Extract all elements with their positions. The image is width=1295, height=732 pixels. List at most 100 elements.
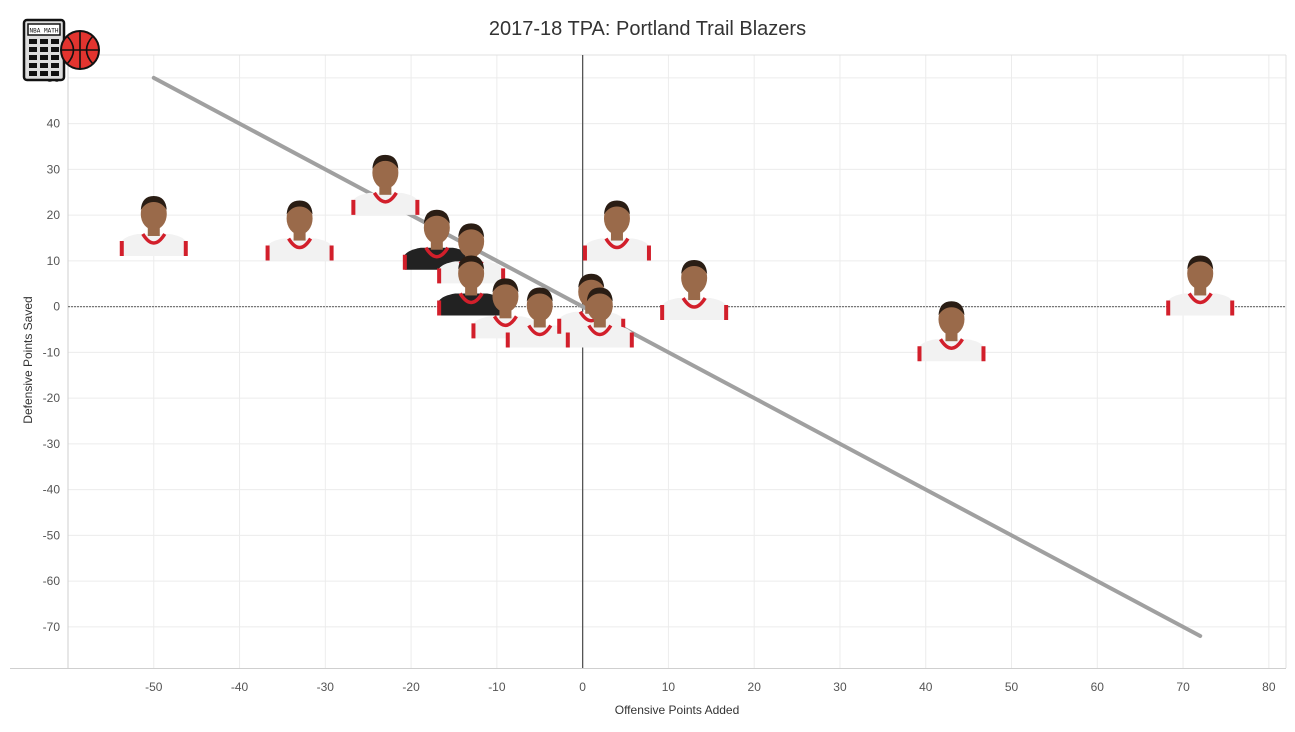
jersey-shape [1168,293,1233,316]
player-head [458,225,485,258]
player-head [586,289,613,322]
x-tick-label: 0 [579,680,586,694]
axes [10,54,1287,669]
jersey-shape [353,192,418,215]
player-hair [1187,255,1214,270]
x-tick-label: 60 [1091,680,1105,694]
y-tick-label: 30 [47,162,61,176]
player-hair [423,209,450,224]
jersey-collar [372,191,398,204]
jersey-trim [565,332,634,348]
grid-lines [68,55,1286,668]
jersey-collar [587,324,613,337]
jersey-shape [121,233,186,256]
player-point[interactable] [660,260,729,321]
player-hair [140,195,167,210]
x-tick-label: 80 [1262,680,1276,694]
player-neck [499,308,512,319]
x-tick-label: -30 [317,680,335,694]
jersey-trim [1166,300,1235,316]
player-point[interactable] [351,154,420,215]
jersey-shape [662,298,727,321]
jersey-collar [527,324,553,337]
trend-line [151,75,1203,638]
jersey-trim [660,305,729,321]
player-neck [465,285,478,296]
player-neck [688,290,701,301]
jersey-collar [424,246,450,259]
y-tick-label: 0 [53,300,60,314]
player-point[interactable] [582,200,651,261]
player-point[interactable] [1166,255,1235,316]
jersey-shape [507,325,572,348]
player-neck [610,230,623,241]
player-hair [586,287,613,302]
jersey-trim [582,245,651,261]
y-tick-label: -20 [43,391,61,405]
y-tick-label: 20 [47,208,61,222]
y-tick-label: 40 [47,117,61,131]
player-neck [147,225,160,236]
player-point[interactable] [917,301,986,362]
x-tick-label: -10 [488,680,506,694]
basketball-icon [60,30,100,70]
player-neck [293,230,306,241]
player-head [681,262,708,295]
player-head [140,197,167,230]
x-tick-label: 70 [1176,680,1190,694]
x-tick-label: -40 [231,680,249,694]
jersey-collar [492,315,518,328]
x-tick-label: 20 [748,680,762,694]
player-neck [430,239,443,250]
jersey-trim [351,199,420,215]
y-tick-label: -50 [43,528,61,542]
player-point[interactable] [119,195,188,256]
player-point[interactable] [505,287,574,348]
x-tick-label: -20 [402,680,420,694]
jersey-shape [919,339,984,362]
y-tick-label: -30 [43,437,61,451]
player-hair [372,154,399,169]
calculator-icon: NBA MATH [22,18,66,82]
player-point[interactable] [265,200,334,261]
player-head [1187,257,1214,290]
nba-math-logo: NBA MATH [22,18,102,84]
player-head [458,257,485,290]
player-head [286,202,313,235]
jersey-collar [938,338,964,350]
player-neck [1194,285,1207,296]
logo-text: NBA MATH [30,28,59,35]
player-hair [458,255,485,270]
jersey-collar [681,297,707,309]
jersey-collar [458,292,484,305]
y-tick-label: 10 [47,254,61,268]
player-point[interactable] [565,287,634,348]
jersey-collar [1187,292,1213,305]
y-tick-label: -40 [43,483,61,497]
player-hair [492,278,519,293]
player-head [603,202,630,235]
player-neck [593,317,606,328]
jersey-shape [567,325,632,348]
player-head [423,211,450,244]
jersey-collar [287,237,313,250]
y-axis-title: Defensive Points Saved [21,296,35,423]
jersey-collar [141,233,167,245]
jersey-collar [604,237,630,250]
player-hair [458,223,485,238]
player-neck [533,317,546,328]
player-hair [603,200,630,215]
jersey-shape [267,238,332,261]
player-hair [681,260,708,275]
player-point[interactable] [437,255,506,316]
player-hair [578,273,605,288]
jersey-trim [119,240,188,256]
jersey-trim [265,245,334,261]
player-hair [526,287,553,302]
x-tick-label: 40 [919,680,933,694]
x-tick-label: 50 [1005,680,1019,694]
player-head [938,303,965,336]
tick-labels: -50-40-30-20-100102030405060708050403020… [43,71,1276,694]
y-tick-label: -10 [43,345,61,359]
chart-title: 2017-18 TPA: Portland Trail Blazers [488,18,807,40]
